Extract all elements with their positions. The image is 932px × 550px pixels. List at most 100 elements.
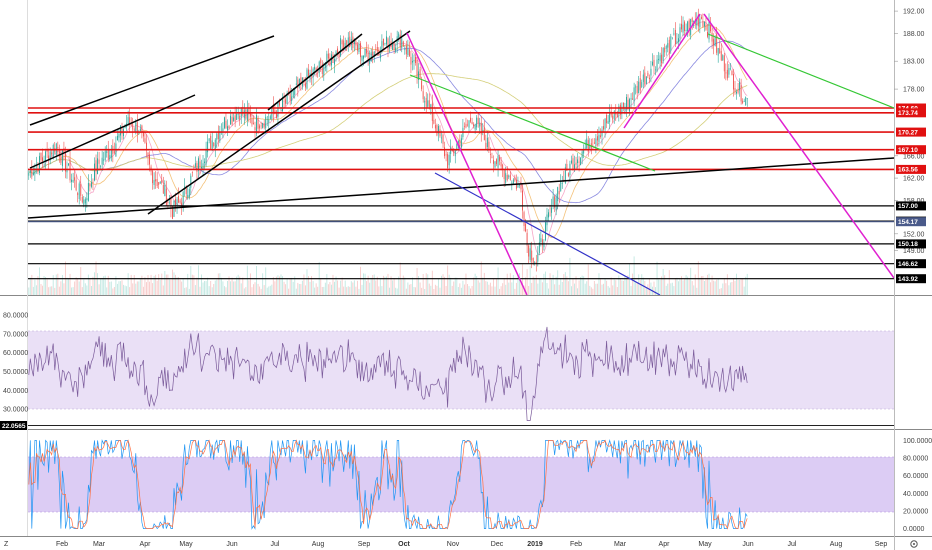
volume-bar bbox=[103, 276, 105, 295]
trendline-black-channel-upper[interactable] bbox=[29, 35, 275, 126]
main-panel[interactable] bbox=[0, 0, 894, 295]
candle-body bbox=[376, 47, 378, 52]
candle-body bbox=[32, 172, 34, 176]
volume-bar bbox=[228, 276, 230, 295]
trendline-black-rise-upper[interactable] bbox=[267, 33, 363, 111]
volume-bar bbox=[503, 278, 505, 295]
candle-body bbox=[146, 142, 147, 150]
volume-bar bbox=[655, 287, 656, 295]
horizontal-levels[interactable] bbox=[28, 107, 894, 280]
price-tick-label: 183.00 bbox=[903, 59, 925, 66]
volume-bar bbox=[575, 276, 577, 295]
candle-body bbox=[567, 173, 569, 177]
candle-body bbox=[598, 134, 600, 142]
candle-body bbox=[71, 179, 73, 183]
volume-bar bbox=[422, 274, 424, 295]
volume-bar bbox=[344, 280, 346, 295]
candle-body bbox=[526, 232, 528, 246]
volume-bar bbox=[415, 287, 416, 295]
candle-body bbox=[86, 198, 88, 200]
trendline-magenta-2[interactable] bbox=[703, 13, 894, 279]
volume-bar bbox=[726, 274, 728, 295]
candle-body bbox=[364, 48, 366, 57]
candle-body bbox=[430, 104, 432, 109]
candle-body bbox=[596, 136, 598, 141]
trendline-black-long-support[interactable] bbox=[27, 157, 894, 219]
candle-body bbox=[601, 129, 603, 137]
trendline-green-1[interactable] bbox=[409, 74, 656, 172]
volume-bar bbox=[130, 274, 132, 295]
trendline-black-channel-lower[interactable] bbox=[29, 94, 196, 169]
candle-body bbox=[40, 152, 42, 160]
candle-body bbox=[167, 201, 169, 203]
volume-bar bbox=[301, 280, 303, 295]
candle-body bbox=[315, 68, 317, 71]
volume-bar bbox=[554, 284, 556, 295]
volume-bar bbox=[598, 273, 600, 295]
candle-body bbox=[418, 71, 420, 80]
candle-body bbox=[681, 23, 682, 30]
candle-body bbox=[720, 51, 722, 61]
time-tick-label: May bbox=[698, 541, 712, 548]
volume-bar bbox=[236, 276, 238, 295]
candle-body bbox=[664, 47, 666, 53]
candle-body bbox=[159, 181, 161, 184]
volume-bar bbox=[227, 281, 228, 295]
candle-body bbox=[705, 24, 707, 30]
candle-body bbox=[260, 125, 262, 127]
volume-bar bbox=[262, 273, 264, 295]
volume-bar bbox=[398, 276, 400, 295]
candle-body bbox=[477, 117, 479, 124]
level-badge bbox=[896, 164, 926, 174]
candle-body bbox=[292, 91, 294, 98]
volume-bar bbox=[546, 283, 548, 295]
volume-bar bbox=[94, 272, 95, 295]
candle-body bbox=[314, 66, 316, 70]
trendline-magenta-1[interactable] bbox=[406, 32, 528, 295]
volume-bar bbox=[306, 269, 308, 295]
candle-body bbox=[700, 16, 702, 19]
candle-body bbox=[173, 200, 175, 217]
trendline-green-2[interactable] bbox=[707, 33, 894, 109]
volume-bar bbox=[172, 269, 173, 295]
volume-bar bbox=[48, 287, 50, 295]
candle-body bbox=[629, 99, 630, 112]
candle-body bbox=[742, 100, 744, 104]
trendline-blue[interactable] bbox=[434, 172, 661, 295]
volume-bar bbox=[497, 267, 499, 295]
volume-bar bbox=[320, 278, 322, 295]
volume-bar bbox=[231, 277, 233, 295]
volume-bar bbox=[40, 284, 42, 295]
volume-bar bbox=[164, 271, 166, 295]
candle-body bbox=[434, 125, 436, 129]
candle-body bbox=[147, 152, 149, 157]
volume-bar bbox=[139, 278, 141, 295]
volume-bar bbox=[42, 285, 43, 295]
candle-body bbox=[607, 120, 609, 124]
candle-body bbox=[480, 122, 482, 135]
volume-bar bbox=[685, 275, 687, 295]
volume-bar bbox=[52, 275, 54, 295]
volume-bar bbox=[213, 284, 215, 295]
trendline-black-rise-lower[interactable] bbox=[147, 30, 411, 215]
time-axis: Feb Mar Apr May Jun Jul Aug Sep Oct Nov Dec 2019 Feb… bbox=[56, 541, 887, 548]
volume-bar bbox=[543, 273, 545, 295]
trendlines[interactable] bbox=[27, 13, 894, 295]
volume-bar bbox=[361, 284, 363, 295]
volume-bar bbox=[427, 274, 429, 295]
candle-body bbox=[522, 190, 523, 211]
volume-bar bbox=[468, 286, 470, 295]
candle-body bbox=[52, 145, 54, 158]
settings-gear-icon[interactable] bbox=[910, 540, 918, 548]
candle-body bbox=[408, 49, 410, 57]
volume-bar bbox=[674, 278, 676, 295]
candle-body bbox=[283, 100, 285, 102]
trendline-magenta-3[interactable] bbox=[623, 13, 701, 129]
candle-body bbox=[233, 117, 235, 121]
volume-bar bbox=[219, 273, 221, 295]
volume-bar bbox=[535, 274, 537, 295]
volume-bar bbox=[100, 278, 102, 295]
candle-body bbox=[271, 108, 273, 119]
volume-bar bbox=[346, 287, 348, 295]
volume-bar bbox=[404, 277, 406, 295]
